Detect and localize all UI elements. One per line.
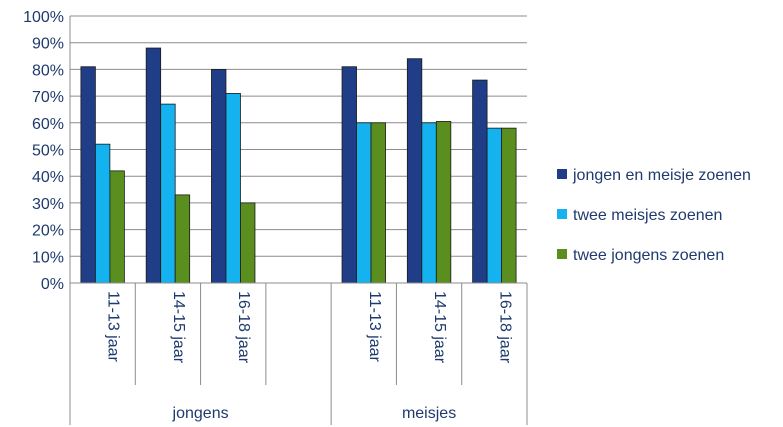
x-category-label: 16-18 jaar (235, 291, 252, 364)
y-tick-label: 20% (32, 223, 64, 240)
y-axis-tick-labels: 0% 10% 20% 30% 40% 50% 60% 70% 80% 90% 100% (23, 9, 64, 293)
x-category-label: 14-15 jaar (170, 291, 187, 364)
y-tick-label: 0% (41, 276, 64, 293)
bar-jongen-en-meisje-zoenen (80, 66, 96, 284)
legend: jongen en meisje zoenen twee meisjes zoen… (557, 167, 751, 264)
x-category-label: 11-13 jaar (105, 291, 122, 363)
bar-twee-jongens-zoenen (435, 121, 452, 284)
bar-twee-meisjes-zoenen (225, 93, 241, 284)
bar-jongen-en-meisje-zoenen (211, 69, 227, 284)
bar-jongen-en-meisje-zoenen (145, 47, 162, 284)
bar-jongen-en-meisje-zoenen (472, 79, 488, 284)
x-axis-category-labels: 11-13 jaar 14-15 jaar 16-18 jaar 11-13 jaar… (105, 291, 514, 364)
gridlines (70, 15, 527, 257)
y-tick-label: 80% (32, 62, 64, 79)
legend-swatch (557, 209, 567, 219)
y-tick-label: 30% (32, 196, 64, 213)
y-tick-label: 50% (32, 143, 64, 160)
legend-swatch (557, 169, 567, 179)
bar-twee-meisjes-zoenen (94, 143, 111, 284)
bar-twee-meisjes-zoenen (486, 127, 503, 284)
y-tick-label: 10% (32, 249, 64, 266)
y-tick-label: 70% (32, 89, 64, 106)
x-category-label: 14-15 jaar (431, 291, 448, 364)
legend-swatch (557, 249, 567, 259)
x-group-label: jongens (172, 405, 229, 422)
bar-twee-jongens-zoenen (501, 127, 517, 284)
bar-twee-meisjes-zoenen (421, 122, 437, 284)
legend-label: jongen en meisje zoenen (572, 167, 751, 184)
x-axis-group-labels: jongens meisjes (172, 405, 457, 422)
x-category-label: 16-18 jaar (496, 291, 513, 364)
bar-twee-jongens-zoenen (240, 202, 256, 284)
y-tick-label: 100% (23, 9, 64, 26)
bar-twee-jongens-zoenen (370, 122, 386, 284)
y-tick-label: 40% (32, 169, 64, 186)
legend-label: twee jongens zoenen (573, 247, 724, 264)
axes (69, 16, 528, 425)
legend-label: twee meisjes zoenen (573, 207, 722, 224)
y-tick-label: 90% (32, 36, 64, 53)
bar-twee-jongens-zoenen (109, 170, 125, 284)
bar-jongen-en-meisje-zoenen (406, 58, 423, 284)
bar-twee-jongens-zoenen (174, 194, 191, 284)
x-group-label: meisjes (402, 405, 456, 422)
bar-twee-meisjes-zoenen (356, 122, 372, 284)
y-tick-label: 60% (32, 116, 64, 133)
bar-jongen-en-meisje-zoenen (341, 66, 357, 284)
bars (80, 47, 517, 284)
x-category-label: 11-13 jaar (366, 291, 383, 363)
bar-twee-meisjes-zoenen (160, 103, 176, 284)
